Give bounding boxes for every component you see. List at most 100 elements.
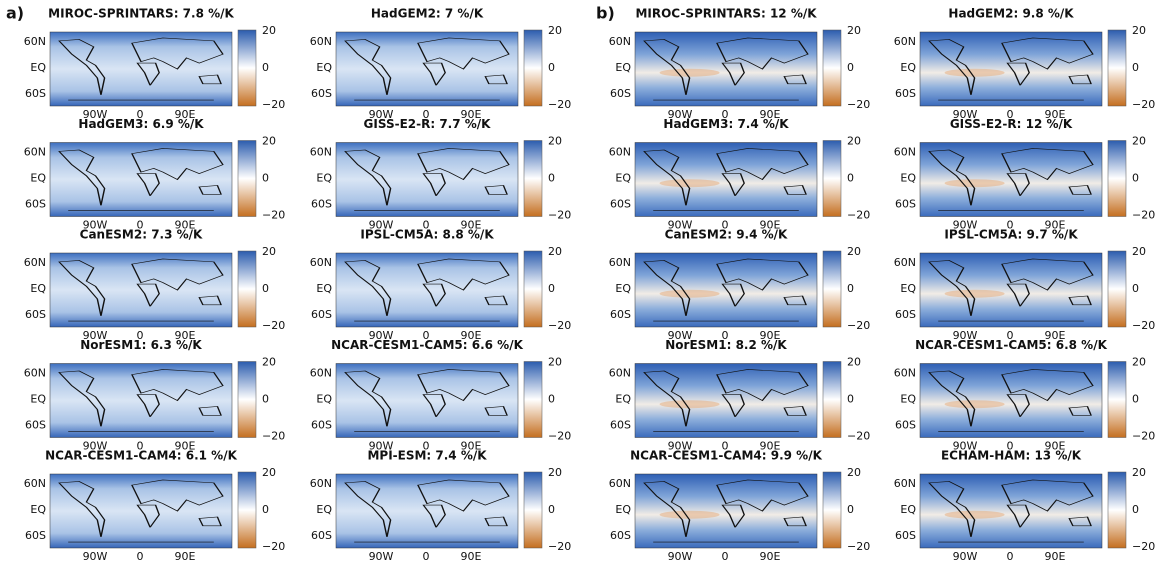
lat-label: 60S bbox=[895, 308, 916, 321]
colorbar bbox=[1108, 141, 1126, 217]
lat-label: EQ bbox=[30, 393, 46, 406]
map bbox=[50, 364, 232, 438]
lon-label: 0 bbox=[423, 550, 430, 563]
lat-label: 60S bbox=[311, 87, 332, 100]
map bbox=[336, 253, 518, 327]
colorbar-tick-label: 20 bbox=[847, 245, 861, 258]
lon-label: 90E bbox=[461, 550, 482, 563]
lat-label: 60S bbox=[895, 87, 916, 100]
map-title: GISS-E2-R: 7.7 %/K bbox=[364, 117, 492, 131]
map-title: IPSL-CM5A: 9.7 %/K bbox=[944, 228, 1078, 242]
map-anomaly bbox=[945, 400, 1005, 408]
lat-label: 60S bbox=[311, 419, 332, 432]
map bbox=[920, 364, 1102, 438]
colorbar-tick-label: −20 bbox=[548, 98, 571, 111]
colorbar bbox=[524, 362, 542, 438]
colorbar-tick-label: −20 bbox=[847, 209, 870, 222]
map-anomaly bbox=[660, 179, 720, 187]
colorbar-tick-label: −20 bbox=[262, 430, 285, 443]
map-title: HadGEM3: 6.9 %/K bbox=[78, 117, 204, 131]
colorbar-tick-label: 20 bbox=[548, 466, 562, 479]
map-title: HadGEM2: 7 %/K bbox=[371, 7, 484, 21]
map-title: MPI-ESM: 7.4 %/K bbox=[367, 449, 487, 463]
map-title: NorESM1: 6.3 %/K bbox=[80, 338, 202, 352]
lat-label: EQ bbox=[900, 282, 916, 295]
colorbar-tick-label: −20 bbox=[548, 430, 571, 443]
colorbar-tick-label: 20 bbox=[262, 356, 276, 369]
lat-label: 60S bbox=[25, 529, 46, 542]
map bbox=[50, 253, 232, 327]
map-anomaly bbox=[660, 290, 720, 298]
lat-label: EQ bbox=[615, 393, 631, 406]
map bbox=[336, 364, 518, 438]
map bbox=[50, 143, 232, 217]
colorbar bbox=[823, 251, 841, 327]
lat-label: 60N bbox=[24, 256, 46, 269]
map bbox=[920, 253, 1102, 327]
colorbar bbox=[1108, 472, 1126, 548]
colorbar bbox=[1108, 362, 1126, 438]
colorbar-tick-label: 0 bbox=[548, 61, 555, 74]
map bbox=[635, 32, 817, 106]
colorbar-tick-label: −20 bbox=[262, 209, 285, 222]
lat-label: 60S bbox=[25, 308, 46, 321]
colorbar-tick-label: 0 bbox=[262, 282, 269, 295]
lat-label: EQ bbox=[900, 503, 916, 516]
lat-label: 60N bbox=[310, 146, 332, 159]
lat-label: 60S bbox=[25, 419, 46, 432]
lat-label: 60S bbox=[610, 198, 631, 211]
lat-label: 60N bbox=[609, 256, 631, 269]
colorbar-tick-label: −20 bbox=[1132, 540, 1155, 553]
lat-label: 60N bbox=[24, 477, 46, 490]
lon-label: 90E bbox=[1045, 550, 1066, 563]
map-anomaly bbox=[660, 69, 720, 77]
colorbar-tick-label: 20 bbox=[262, 245, 276, 258]
map bbox=[336, 474, 518, 548]
colorbar bbox=[238, 251, 256, 327]
map bbox=[635, 364, 817, 438]
lat-label: EQ bbox=[30, 61, 46, 74]
lat-label: 60N bbox=[609, 35, 631, 48]
map bbox=[635, 253, 817, 327]
lat-label: 60N bbox=[894, 367, 916, 380]
map bbox=[336, 32, 518, 106]
colorbar-tick-label: 0 bbox=[1132, 503, 1139, 516]
lat-label: 60N bbox=[894, 256, 916, 269]
map-title: HadGEM3: 7.4 %/K bbox=[663, 117, 789, 131]
colorbar-tick-label: 0 bbox=[548, 393, 555, 406]
colorbar-tick-label: −20 bbox=[1132, 319, 1155, 332]
lat-label: 60S bbox=[895, 529, 916, 542]
lat-label: 60N bbox=[310, 256, 332, 269]
colorbar-tick-label: −20 bbox=[1132, 98, 1155, 111]
map-anomaly bbox=[945, 69, 1005, 77]
lat-label: 60N bbox=[24, 35, 46, 48]
colorbar bbox=[238, 472, 256, 548]
lat-label: 60S bbox=[311, 198, 332, 211]
colorbar bbox=[238, 30, 256, 106]
lat-label: EQ bbox=[30, 503, 46, 516]
colorbar-tick-label: 0 bbox=[847, 172, 854, 185]
map-title: MIROC-SPRINTARS: 7.8 %/K bbox=[48, 7, 234, 21]
colorbar-tick-label: 0 bbox=[847, 61, 854, 74]
colorbar-tick-label: 0 bbox=[1132, 393, 1139, 406]
colorbar bbox=[238, 362, 256, 438]
colorbar bbox=[823, 362, 841, 438]
map-title: NCAR-CESM1-CAM4: 9.9 %/K bbox=[630, 449, 822, 463]
lat-label: 60N bbox=[609, 477, 631, 490]
map-title: NCAR-CESM1-CAM5: 6.8 %/K bbox=[915, 338, 1107, 352]
map-anomaly bbox=[660, 511, 720, 519]
map bbox=[920, 32, 1102, 106]
map bbox=[635, 474, 817, 548]
lat-label: 60S bbox=[311, 529, 332, 542]
colorbar bbox=[1108, 251, 1126, 327]
colorbar-tick-label: −20 bbox=[847, 319, 870, 332]
colorbar-tick-label: 0 bbox=[262, 172, 269, 185]
lat-label: 60N bbox=[894, 477, 916, 490]
lon-label: 0 bbox=[137, 550, 144, 563]
map-title: CanESM2: 7.3 %/K bbox=[80, 228, 203, 242]
map-anomaly bbox=[945, 290, 1005, 298]
colorbar-tick-label: 0 bbox=[847, 282, 854, 295]
lon-label: 90W bbox=[369, 550, 394, 563]
map-title: IPSL-CM5A: 8.8 %/K bbox=[360, 228, 494, 242]
colorbar-tick-label: 0 bbox=[262, 393, 269, 406]
